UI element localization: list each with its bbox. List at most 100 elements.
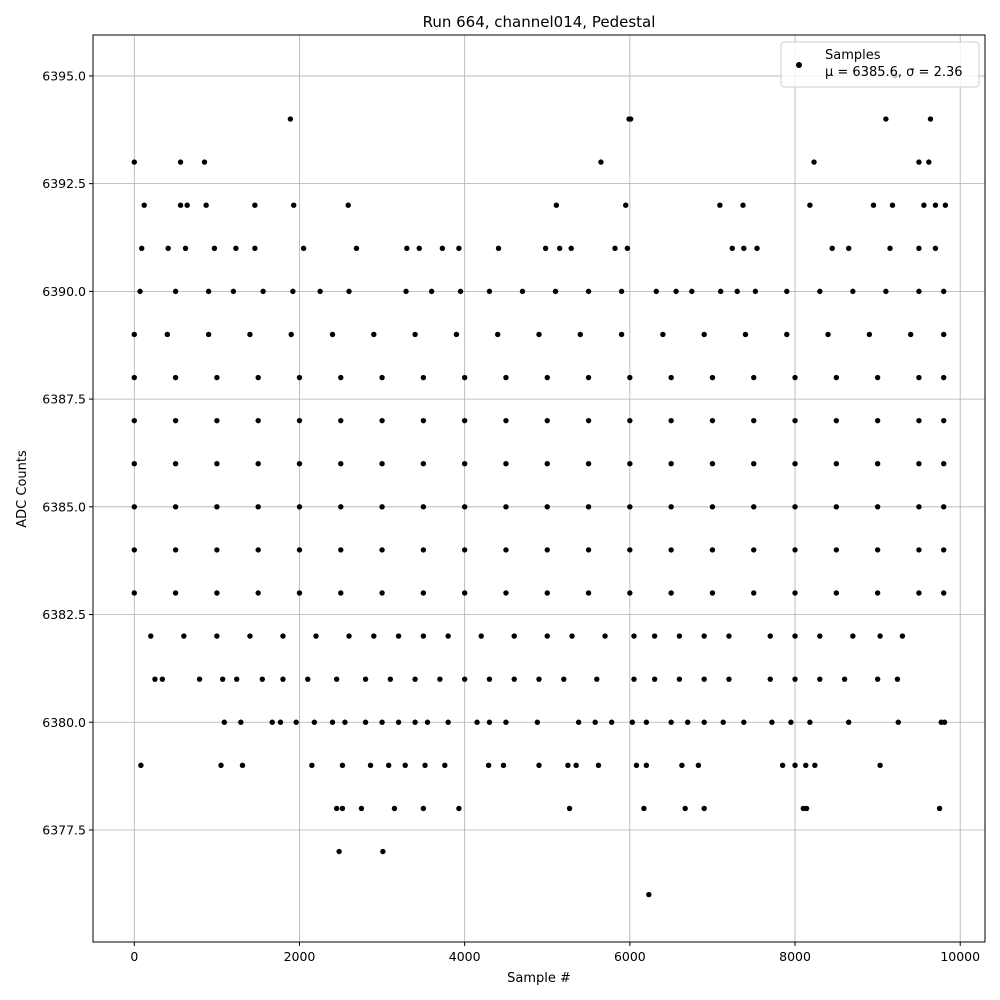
data-point [565, 762, 571, 769]
data-point [646, 891, 652, 898]
data-point [941, 288, 947, 295]
data-point [598, 159, 604, 165]
data-point [367, 762, 374, 769]
data-point [833, 461, 840, 467]
data-point [668, 504, 674, 510]
data-point [131, 374, 137, 381]
data-point [164, 331, 171, 338]
data-point [439, 245, 446, 251]
data-point [643, 762, 650, 769]
data-point [500, 762, 507, 769]
data-point [255, 417, 261, 424]
data-point [205, 331, 212, 338]
data-point [682, 805, 688, 812]
data-point [932, 202, 939, 208]
data-point [887, 245, 893, 251]
data-point [329, 331, 336, 338]
data-point [874, 417, 881, 424]
data-point [291, 202, 297, 208]
data-point [457, 288, 464, 295]
data-point [701, 331, 707, 338]
data-point [932, 245, 939, 251]
data-point [618, 331, 625, 338]
data-point [941, 590, 947, 596]
data-point [255, 374, 261, 381]
data-point [767, 676, 773, 682]
data-point [412, 676, 418, 682]
data-point [503, 417, 509, 424]
data-point [260, 288, 266, 295]
data-point [255, 547, 261, 553]
data-point [807, 719, 813, 725]
x-tick-label: 10000 [940, 949, 980, 964]
data-point [420, 805, 427, 812]
legend: Samples μ = 6385.6, σ = 2.36 [780, 41, 980, 88]
data-point [269, 719, 275, 725]
data-point [792, 417, 798, 424]
data-point [456, 245, 462, 251]
data-point [779, 762, 786, 769]
data-point [668, 417, 674, 424]
data-point [139, 245, 145, 251]
data-point [754, 245, 760, 251]
data-point [338, 417, 344, 424]
data-point [196, 676, 203, 682]
data-point [503, 374, 509, 381]
data-point [870, 202, 877, 208]
data-point [336, 848, 342, 855]
data-point [317, 288, 323, 295]
data-point [751, 461, 757, 467]
data-point [233, 245, 239, 251]
data-point [177, 202, 184, 208]
data-point [627, 417, 633, 424]
data-point [371, 331, 377, 338]
data-point [544, 374, 550, 381]
data-point [668, 719, 674, 725]
data-point [788, 719, 794, 725]
data-point [338, 374, 344, 381]
data-point [503, 547, 509, 553]
data-point [833, 547, 840, 553]
data-point [689, 288, 695, 295]
data-point [214, 504, 220, 510]
data-point [345, 202, 351, 208]
data-point [239, 762, 246, 769]
data-point [751, 374, 757, 381]
legend-marker [796, 62, 802, 68]
data-point [536, 762, 542, 769]
data-point [214, 417, 220, 424]
data-point [811, 159, 817, 165]
data-point [339, 805, 346, 812]
data-point [420, 417, 427, 424]
data-point [916, 417, 922, 424]
data-point [833, 417, 840, 424]
data-point [379, 547, 385, 553]
data-point [709, 374, 716, 381]
data-point [296, 590, 303, 596]
data-point [205, 288, 212, 295]
data-point [138, 762, 144, 769]
data-point [252, 202, 258, 208]
data-point [184, 202, 190, 208]
data-point [495, 245, 502, 251]
data-point [833, 504, 840, 510]
data-point [850, 633, 856, 639]
data-point [255, 590, 261, 596]
data-point [218, 762, 224, 769]
data-point [877, 633, 883, 639]
data-point [585, 461, 592, 467]
data-point [585, 288, 592, 295]
data-point [673, 288, 679, 295]
data-point [717, 202, 723, 208]
data-point [172, 374, 179, 381]
data-point [679, 762, 685, 769]
data-point [152, 676, 158, 682]
data-point [486, 676, 493, 682]
data-point [817, 288, 823, 295]
data-point [585, 417, 592, 424]
data-point [131, 417, 137, 424]
data-point [701, 676, 707, 682]
data-point [936, 805, 943, 812]
data-point [420, 633, 427, 639]
data-point [503, 590, 509, 596]
